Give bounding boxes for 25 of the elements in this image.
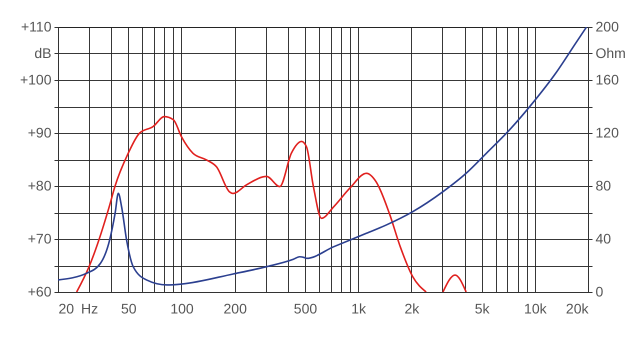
y2-tick-label: 160 xyxy=(596,72,620,88)
x-tick-label: 1k xyxy=(351,300,368,316)
x-tick-label: 50 xyxy=(121,300,137,316)
y2-tick-label: 80 xyxy=(596,178,612,194)
x-tick-label: 20k xyxy=(566,300,590,316)
y2-tick-label: Ohm xyxy=(596,45,626,61)
y-tick-label: +100 xyxy=(20,72,52,88)
x-tick-label: 500 xyxy=(294,300,318,316)
y2-tick-label: 120 xyxy=(596,124,620,140)
y-tick-label: +80 xyxy=(28,178,52,194)
x-tick-label: 20 xyxy=(58,300,74,316)
x-tick-label: 200 xyxy=(223,300,248,316)
y2-tick-label: 0 xyxy=(596,284,604,300)
y2-tick-label: 200 xyxy=(596,18,620,34)
y-tick-label: dB xyxy=(34,45,52,61)
y-tick-label: +70 xyxy=(28,230,52,246)
x-tick-label: 10k xyxy=(524,300,548,316)
y-tick-label: +110 xyxy=(21,18,52,34)
x-tick-label: 100 xyxy=(170,300,194,316)
x-tick-label: Hz xyxy=(81,300,98,316)
y-tick-label: +60 xyxy=(28,284,52,300)
y2-tick-label: 40 xyxy=(596,230,612,246)
y-tick-label: +90 xyxy=(28,124,52,140)
x-tick-label: 2k xyxy=(404,300,420,316)
x-tick-label: 5k xyxy=(474,300,491,316)
